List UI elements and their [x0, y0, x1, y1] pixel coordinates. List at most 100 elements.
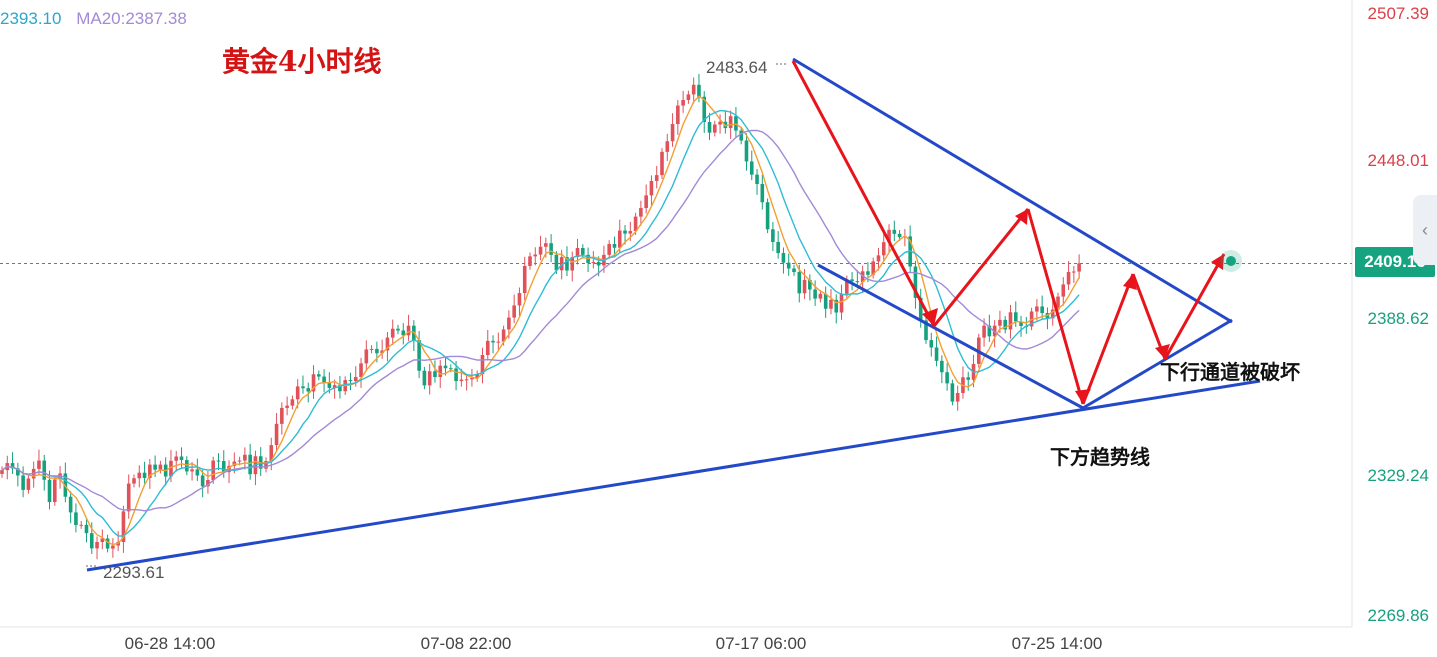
candle-body — [802, 279, 807, 294]
candle-body — [195, 469, 200, 476]
y-tick-label: 2329.24 — [1367, 466, 1429, 485]
candle-body — [755, 174, 759, 184]
candle-body — [934, 347, 939, 361]
candle-body — [322, 376, 326, 384]
zigzag-arrow-4 — [1081, 273, 1135, 405]
candle-body — [728, 116, 733, 129]
channel-lower-line — [817, 263, 1084, 410]
candle-body — [749, 161, 754, 175]
candle-body — [792, 268, 796, 273]
candle-body — [153, 464, 157, 470]
arrowhead-1 — [922, 308, 938, 326]
candle-body — [739, 130, 743, 141]
candle-body — [1003, 319, 1007, 330]
ma5-value: 2393.10 — [0, 9, 62, 28]
candle-body — [765, 202, 770, 230]
candle-body — [581, 248, 585, 255]
candle-body — [501, 329, 506, 342]
candle-body — [438, 365, 443, 378]
candle-body — [829, 299, 833, 309]
candle-body — [881, 242, 886, 256]
candle-body — [565, 257, 569, 271]
candle-body — [47, 479, 52, 503]
candle-body — [660, 151, 664, 176]
candle-body — [897, 233, 902, 238]
candle-body — [427, 371, 432, 386]
candle-body — [105, 538, 110, 549]
red-zigzag-arrows — [791, 60, 1226, 405]
candle-body — [892, 229, 897, 234]
candle-body — [200, 475, 205, 487]
candle-body — [311, 374, 316, 392]
candle-body — [169, 460, 173, 477]
candle-body — [10, 463, 15, 469]
candle-body — [1061, 284, 1066, 297]
candle-body — [887, 229, 891, 243]
candle-body — [818, 293, 823, 299]
chart-title: 黄金4小时线 — [222, 45, 382, 78]
candle-body — [174, 456, 179, 461]
candle-body — [1072, 271, 1076, 273]
candle-body — [654, 175, 659, 181]
channel-broken-annotation: 下行通道被破坏 — [1160, 360, 1300, 384]
candle-body — [89, 533, 94, 549]
low-price-label: 2293.61 — [103, 563, 165, 582]
candle-body — [332, 385, 337, 388]
candle-body — [148, 464, 152, 479]
candle-body — [522, 265, 527, 294]
candle-body — [327, 383, 332, 388]
lower-trendline — [86, 379, 1261, 572]
candle-body — [617, 230, 622, 248]
candle-body — [670, 124, 675, 142]
y-tick-label: 2448.01 — [1367, 151, 1429, 170]
candle-body — [74, 512, 78, 526]
candle-body — [190, 469, 194, 472]
candle-body — [940, 360, 944, 373]
candle-body — [1077, 263, 1081, 272]
candle-body — [649, 180, 654, 196]
candle-body — [538, 246, 543, 255]
candle-body — [744, 140, 749, 162]
channel-upper-line — [792, 57, 1233, 324]
candle-body — [480, 355, 485, 375]
zigzag-arrow-2 — [932, 208, 1030, 327]
candle-body — [528, 256, 532, 266]
candle-body — [913, 266, 918, 298]
candle-body — [422, 370, 427, 386]
candle-body — [248, 454, 252, 475]
candle-body — [179, 456, 184, 461]
candle-body — [676, 105, 680, 125]
triangle-lower-line — [1082, 318, 1233, 410]
candle-body — [860, 271, 865, 283]
candle-body — [718, 121, 722, 125]
ma-line-slow — [1, 129, 1080, 512]
candle-body — [132, 478, 136, 484]
candle-body — [338, 385, 342, 392]
candle-body — [845, 279, 849, 294]
candle-body — [1019, 321, 1023, 326]
candle-body — [950, 383, 955, 402]
candle-body — [496, 341, 501, 343]
candle-body — [918, 297, 923, 321]
candle-body — [84, 524, 89, 534]
candle-body — [449, 368, 453, 370]
candle-body — [158, 464, 163, 470]
candle-body — [681, 99, 685, 106]
candle-body — [924, 320, 928, 341]
candle-body — [142, 472, 147, 479]
candle-body — [295, 386, 300, 400]
candle-body — [121, 511, 126, 543]
candle-body — [866, 271, 870, 275]
candle-body — [628, 231, 633, 234]
candle-body — [16, 468, 20, 476]
side-panel-toggle[interactable]: ‹ — [1413, 195, 1437, 265]
candle-body — [401, 330, 406, 336]
candle-body — [686, 94, 691, 100]
candle-body — [274, 423, 279, 446]
candle-body — [781, 253, 786, 263]
arrowhead-4 — [1123, 274, 1137, 290]
candle-body — [776, 241, 780, 254]
candle-body — [808, 279, 812, 290]
y-tick-label: 2269.86 — [1367, 606, 1429, 625]
